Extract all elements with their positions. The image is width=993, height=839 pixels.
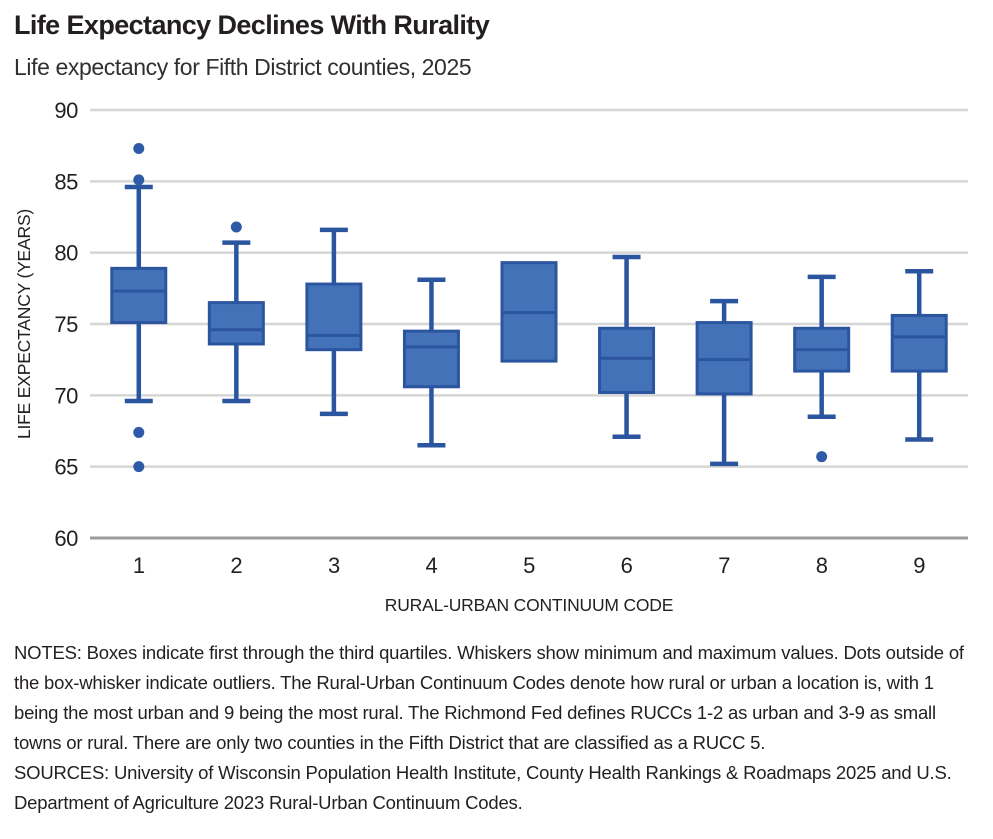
boxplot-chart: 90 85 80 75 70 65 60 1 2 3 4 5 6 7 8 9 RURAL-URBAN CONTI… xyxy=(0,92,993,624)
outlier-dot xyxy=(816,451,828,463)
y-tick-label: 80 xyxy=(54,241,78,266)
boxplot-svg: 90 85 80 75 70 65 60 1 2 3 4 5 6 7 8 9 RURAL-URBAN CONTI… xyxy=(14,98,968,615)
chart-footer: NOTES: Boxes indicate first through the … xyxy=(0,638,993,818)
notes-text: NOTES: Boxes indicate first through the … xyxy=(14,642,964,754)
box-rucc-1 xyxy=(110,267,168,325)
y-axis-title: LIFE EXPECTANCY (YEARS) xyxy=(14,209,34,439)
y-tick-label: 90 xyxy=(54,98,78,123)
x-tick-label: 5 xyxy=(523,553,535,578)
x-axis-title: RURAL-URBAN CONTINUUM CODE xyxy=(385,595,673,615)
chart-title: Life Expectancy Declines With Rurality xyxy=(14,10,490,40)
chart-subtitle: Life expectancy for Fifth District count… xyxy=(14,54,472,81)
box-rucc-4 xyxy=(402,330,460,389)
outlier-dot xyxy=(133,143,145,155)
y-tick-label: 65 xyxy=(54,455,78,480)
x-tick-label: 2 xyxy=(230,553,242,578)
box-rucc-3 xyxy=(305,283,363,352)
box-rucc-2 xyxy=(207,301,265,346)
y-tick-label: 75 xyxy=(54,312,78,337)
x-tick-label: 6 xyxy=(621,553,633,578)
y-tick-label: 60 xyxy=(54,526,78,551)
outlier-dot xyxy=(133,461,145,473)
x-tick-label: 8 xyxy=(816,553,828,578)
outlier-dot xyxy=(230,221,242,233)
box-rucc-9 xyxy=(890,314,948,374)
y-tick-label: 85 xyxy=(54,170,78,195)
sources-text: SOURCES: University of Wisconsin Populat… xyxy=(14,762,952,814)
x-tick-label: 7 xyxy=(718,553,730,578)
box-rucc-6 xyxy=(598,327,656,395)
x-tick-label: 1 xyxy=(133,553,145,578)
y-tick-label: 70 xyxy=(54,384,78,409)
x-tick-label: 4 xyxy=(426,553,438,578)
x-tick-label: 3 xyxy=(328,553,340,578)
x-tick-label: 9 xyxy=(913,553,925,578)
outlier-dot xyxy=(133,427,145,439)
outlier-dot xyxy=(133,174,145,186)
